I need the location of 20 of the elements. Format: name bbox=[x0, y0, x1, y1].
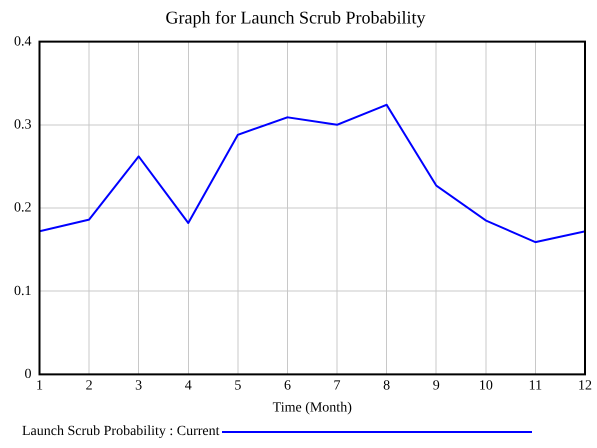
y-tick-label: 0 bbox=[24, 367, 32, 382]
y-tick-label: 0.2 bbox=[14, 200, 32, 216]
x-axis-title: Time (Month) bbox=[272, 400, 352, 416]
x-tick-label: 6 bbox=[284, 378, 291, 394]
x-tick-label: 8 bbox=[383, 378, 390, 394]
x-tick-label: 10 bbox=[478, 378, 493, 394]
x-tick-label: 9 bbox=[432, 378, 440, 394]
x-tick-label: 4 bbox=[184, 378, 192, 394]
y-tick-label: 0.1 bbox=[14, 284, 32, 299]
y-tick-label: 0.4 bbox=[14, 34, 32, 50]
x-tick-label: 2 bbox=[86, 378, 93, 394]
y-tick-label: 0.3 bbox=[14, 117, 32, 132]
x-tick-label: 3 bbox=[135, 378, 142, 394]
x-tick-label: 1 bbox=[36, 378, 43, 394]
x-tick-label: 12 bbox=[578, 378, 592, 394]
chart-title: Graph for Launch Scrub Probability bbox=[166, 8, 426, 28]
text: Launch Scrub Probability : Current bbox=[22, 424, 220, 440]
x-tick-label: 5 bbox=[234, 378, 242, 394]
x-tick-label: 7 bbox=[334, 378, 341, 394]
x-tick-label: 11 bbox=[528, 378, 542, 394]
